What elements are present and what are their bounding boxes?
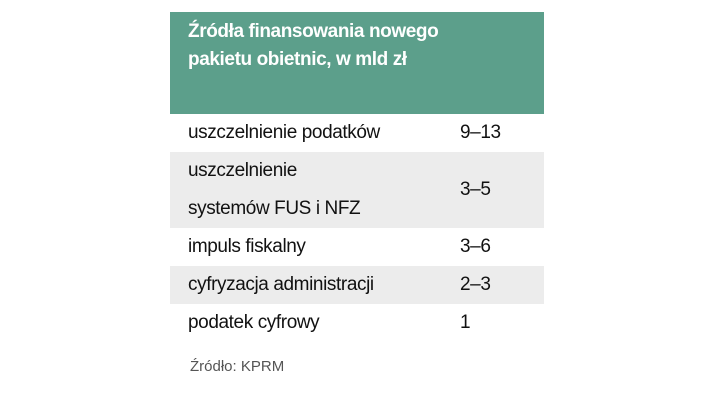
row-label: impuls fiskalny (170, 228, 440, 266)
label-line: cyfryzacja administracji (188, 274, 374, 295)
row-label: uszczelnienie systemów FUS i NFZ (170, 152, 440, 228)
row-value: 3–6 (460, 236, 491, 257)
row-value: 9–13 (460, 122, 501, 143)
table-row: podatek cyfrowy 1 (170, 304, 544, 342)
row-label: cyfryzacja administracji (170, 266, 440, 304)
label-line: systemów FUS i NFZ (188, 198, 361, 219)
row-value: 1 (460, 312, 471, 333)
label-line: uszczelnienie (188, 160, 297, 181)
row-value: 3–5 (460, 179, 491, 200)
table-row: cyfryzacja administracji 2–3 (170, 266, 544, 304)
row-label: podatek cyfrowy (170, 304, 440, 342)
header: Źródła finansowania nowego pakietu obiet… (170, 12, 544, 114)
source: Źródło: KPRM (190, 358, 285, 375)
table-row: uszczelnienie podatków 9–13 (170, 114, 544, 152)
title-line: Źródła finansowania nowego (188, 21, 439, 42)
label-line: impuls fiskalny (188, 236, 306, 257)
row-value: 2–3 (460, 274, 491, 295)
table-body: uszczelnienie podatków 9–13 uszczelnienie s… (170, 114, 544, 342)
row-label: uszczelnienie podatków (170, 114, 440, 152)
label-line: podatek cyfrowy (188, 312, 320, 333)
table-row: uszczelnienie systemów FUS i NFZ 3–5 (170, 152, 544, 228)
table-box: Źródła finansowania nowego pakietu obiet… (170, 12, 544, 342)
title-line: pakietu obietnic, w mld zł (188, 49, 407, 70)
label-line: uszczelnienie podatków (188, 122, 380, 143)
table-row: impuls fiskalny 3–6 (170, 228, 544, 266)
